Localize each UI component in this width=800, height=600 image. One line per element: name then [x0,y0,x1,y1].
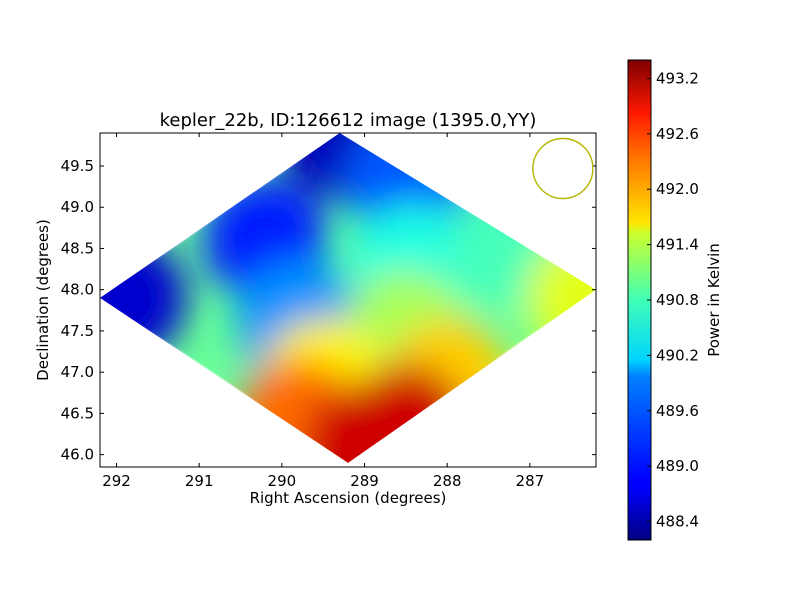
x-tick-label-2: 290 [268,472,297,490]
x-axis-label: Right Ascension (degrees) [250,489,447,507]
colorbar-tick-label-2: 489.6 [656,402,699,420]
y-axis-ticks: 46.0 46.5 47.0 47.5 48.0 48.5 49.0 49.5 [61,157,596,464]
chart-title: kepler_22b, ID:126612 image (1395.0,YY) [160,110,537,131]
heatmap-image [100,133,596,463]
colorbar-tick-label-4: 490.8 [656,291,699,309]
y-tick-label-5: 48.5 [61,239,94,257]
x-tick-label-1: 291 [185,472,214,490]
x-tick-label-5: 287 [516,472,545,490]
colorbar-tick-label-6: 492.0 [656,180,699,198]
y-tick-label-7: 49.5 [61,157,94,175]
colorbar-tick-label-1: 489.0 [656,457,699,475]
y-tick-label-6: 49.0 [61,198,94,216]
y-tick-label-1: 46.5 [61,404,94,422]
colorbar-ticks: 488.4 489.0 489.6 490.2 490.8 491.4 492.0 492.6… [647,69,699,531]
y-tick-label-3: 47.5 [61,322,94,340]
heatmap-sample-13 [343,363,468,463]
y-tick-label-4: 48.0 [61,281,94,299]
heatmap-sample-1 [100,235,187,360]
colorbar-label: Power in Kelvin [705,243,723,357]
y-tick-label-2: 47.0 [61,363,94,381]
x-tick-label-3: 289 [350,472,379,490]
plot-frame [99,132,597,468]
beam-circle-marker [532,137,594,200]
x-tick-label-4: 288 [433,472,462,490]
x-tick-label-0: 292 [102,472,131,490]
colorbar-tick-label-0: 488.4 [656,513,699,531]
y-axis-label: Declination (degrees) [34,219,52,381]
colorbar-tick-label-8: 493.2 [656,69,699,87]
y-tick-label-0: 46.0 [61,446,94,464]
colorbar-tick-label-7: 492.6 [656,125,699,143]
colorbar-tick-label-5: 491.4 [656,236,699,254]
colorbar-tick-label-3: 490.2 [656,346,699,364]
x-axis-ticks: 292 291 290 289 288 287 [102,133,544,490]
